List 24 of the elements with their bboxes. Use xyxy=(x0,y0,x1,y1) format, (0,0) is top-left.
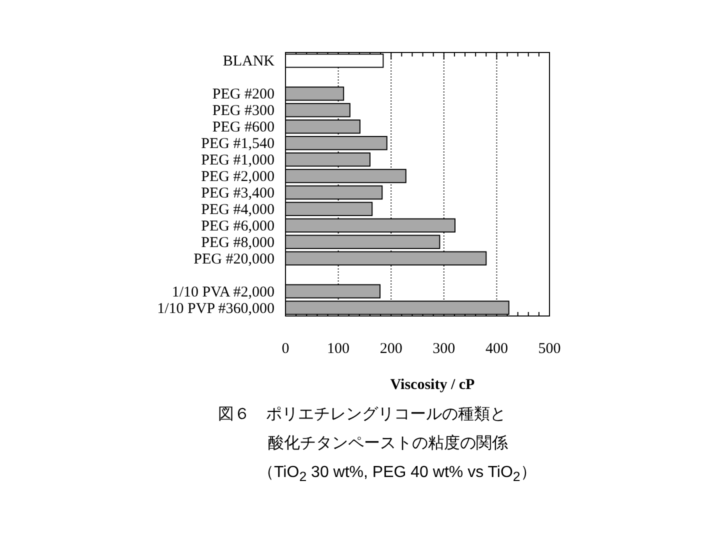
y-tick-label: PEG #600 xyxy=(212,120,274,136)
x-tick-label: 500 xyxy=(538,341,561,357)
x-axis-title: Viscosity / cP xyxy=(390,377,475,393)
y-tick-label: 1/10 PVA #2,000 xyxy=(172,284,274,300)
y-tick-label: PEG #200 xyxy=(212,86,274,103)
y-tick-label: PEG #2,000 xyxy=(201,169,274,186)
caption: 図６ ポリエチレングリコールの種類と xyxy=(218,405,506,425)
y-tick-label: PEG #8,000 xyxy=(201,234,274,251)
y-tick-label: PEG #3,400 xyxy=(201,185,274,202)
text: （TiO$_{2}$ 30 wt%, PEG 40 wt% vs TiO$_{2}$） xyxy=(258,463,536,484)
y-tick-label: PEG #6,000 xyxy=(201,218,274,234)
y-tick-label: PEG #20,000 xyxy=(194,251,274,268)
x-tick-label: 0 xyxy=(282,341,290,357)
y-tick-label: PEG #1,540 xyxy=(201,136,274,152)
y-tick-label: PEG #300 xyxy=(212,103,274,120)
y-tick-label: PEG #4,000 xyxy=(201,202,274,218)
y-tick-label: BLANK xyxy=(222,54,275,70)
x-tick-label: 100 xyxy=(327,341,350,357)
y-tick-label: PEG #1,000 xyxy=(201,152,274,169)
x-tick-label: 400 xyxy=(485,341,508,357)
y-tick-label: 1/10 PVP #360,000 xyxy=(157,300,274,317)
x-tick-label: 300 xyxy=(432,341,456,357)
text: 酸化チタンペーストの粘度の関係 xyxy=(268,434,508,454)
x-tick-label: 200 xyxy=(380,341,402,357)
